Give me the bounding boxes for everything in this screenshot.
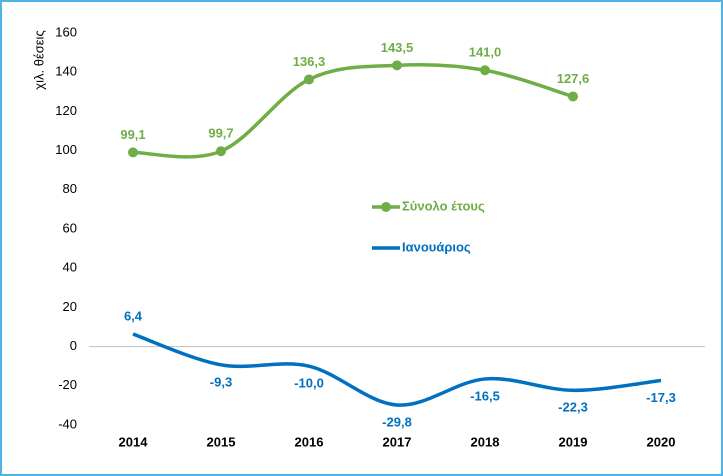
y-tick-label: 20 <box>63 299 77 314</box>
x-tick-label: 2019 <box>559 434 588 449</box>
y-tick-label: 160 <box>55 24 77 39</box>
y-tick-label: 0 <box>70 338 77 353</box>
data-point <box>568 91 578 102</box>
data-label: -22,3 <box>558 400 588 415</box>
data-label: -9,3 <box>210 374 232 389</box>
y-tick-label: 80 <box>63 181 77 196</box>
x-tick-label: 2018 <box>471 434 500 449</box>
y-tick-label: 60 <box>63 220 77 235</box>
data-label: -10,0 <box>294 376 324 391</box>
data-label: -16,5 <box>470 388 500 403</box>
data-label: 136,3 <box>293 54 326 69</box>
data-point <box>480 65 490 76</box>
data-label: 127,6 <box>557 71 590 86</box>
legend-marker <box>381 202 391 212</box>
y-tick-label: 120 <box>55 103 77 118</box>
data-label: 6,4 <box>124 308 143 323</box>
data-point <box>216 146 226 157</box>
series-line <box>132 62 574 159</box>
legend-label: Ιανουάριος <box>402 239 471 254</box>
x-tick-label: 2016 <box>295 434 324 449</box>
data-label: -29,8 <box>382 414 412 429</box>
y-tick-label: -20 <box>58 377 77 392</box>
data-label: 99,7 <box>208 126 233 141</box>
data-point <box>304 74 314 85</box>
x-tick-label: 2014 <box>119 434 149 449</box>
y-tick-label: 100 <box>55 142 77 157</box>
legend-label: Σύνολο έτους <box>402 198 485 213</box>
data-label: 143,5 <box>381 40 414 55</box>
data-point <box>392 60 402 71</box>
y-axis-label: χιλ. θέσεις <box>31 30 46 89</box>
y-tick-label: 40 <box>63 260 77 275</box>
data-point <box>128 147 138 158</box>
x-tick-label: 2015 <box>207 434 236 449</box>
series-line <box>132 332 662 407</box>
data-label: 99,1 <box>120 127 145 142</box>
x-tick-label: 2017 <box>383 434 412 449</box>
data-label: -17,3 <box>646 390 676 405</box>
y-tick-label: -40 <box>58 416 77 431</box>
data-label: 141,0 <box>469 45 502 60</box>
y-tick-label: 140 <box>55 64 77 79</box>
x-tick-label: 2020 <box>647 434 676 449</box>
